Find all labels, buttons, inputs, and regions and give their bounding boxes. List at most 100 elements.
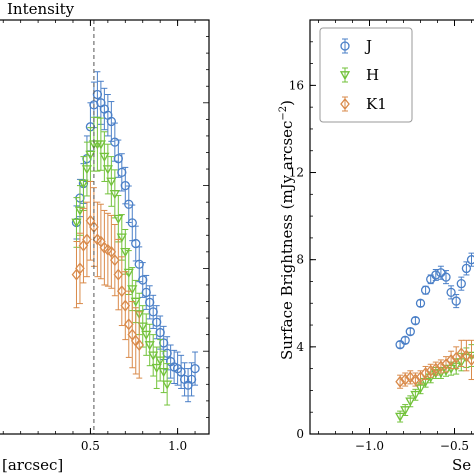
left-y-minor-ticks bbox=[203, 36, 209, 418]
right-data-point-k1 bbox=[456, 347, 467, 360]
right-data-point-k1 bbox=[466, 353, 474, 366]
right-y-tick-label: 12 bbox=[289, 166, 304, 180]
left-x-tick-label: 1.0 bbox=[168, 439, 187, 453]
left-data-point-j bbox=[159, 338, 169, 348]
left-data-point-h bbox=[106, 177, 117, 187]
right-data-point-k1 bbox=[430, 362, 441, 375]
right-y-tick-label: 0 bbox=[296, 427, 304, 441]
left-data-point-j bbox=[134, 259, 144, 269]
right-data-point-j bbox=[415, 298, 426, 308]
left-data-point-h bbox=[99, 152, 110, 162]
legend-label-h: H bbox=[366, 66, 379, 84]
right-y-tick-label: 8 bbox=[296, 253, 304, 267]
right-data-point-k1 bbox=[405, 371, 416, 384]
right-data-point-k1 bbox=[410, 373, 421, 386]
left-x-axis-label: [arcsec] bbox=[2, 456, 63, 474]
left-data-point-j bbox=[190, 363, 200, 374]
left-data-point-h bbox=[144, 341, 155, 351]
right-y-axis-label: Surface Brightness (mJy arcsec−2) bbox=[278, 100, 296, 360]
right-series-layer bbox=[394, 252, 474, 423]
left-data-point-h bbox=[81, 165, 93, 175]
left-data-point-h bbox=[71, 218, 82, 228]
right-data-point-j bbox=[420, 285, 431, 295]
left-data-point-j bbox=[117, 167, 127, 178]
left-plot-frame bbox=[0, 19, 210, 435]
left-x-ticks: 0.5 1.0 bbox=[2, 20, 196, 453]
right-data-point-j bbox=[446, 287, 456, 298]
left-data-point-h bbox=[85, 150, 96, 160]
right-x-axis-label: Se bbox=[452, 456, 471, 474]
left-data-point-k1 bbox=[113, 268, 124, 281]
legend: JH K1 bbox=[319, 27, 413, 123]
left-series-k1 bbox=[71, 180, 145, 379]
right-data-point-j bbox=[461, 263, 472, 274]
right-data-point-j bbox=[410, 316, 421, 326]
legend-marker-circle bbox=[340, 41, 350, 51]
left-data-point-j bbox=[124, 199, 134, 209]
right-x-ticks: −1.0 −0.5 bbox=[318, 20, 472, 453]
right-data-point-k1 bbox=[395, 375, 405, 388]
legend-entry-h: H bbox=[339, 66, 379, 84]
left-y-axis-label: Intensity bbox=[7, 0, 75, 18]
left-data-point-k1 bbox=[106, 245, 117, 258]
left-data-point-j bbox=[162, 348, 172, 358]
right-data-point-j bbox=[466, 255, 474, 265]
left-data-point-k1 bbox=[110, 254, 120, 267]
right-data-point-h bbox=[400, 406, 411, 416]
left-data-point-h bbox=[113, 214, 124, 225]
right-data-point-j bbox=[451, 296, 461, 306]
right-data-point-j bbox=[431, 270, 441, 280]
left-data-point-j bbox=[110, 137, 120, 147]
right-data-point-k1 bbox=[420, 366, 431, 380]
right-data-point-j bbox=[441, 272, 451, 282]
left-data-point-j bbox=[113, 154, 123, 164]
left-data-point-j bbox=[186, 374, 197, 385]
left-data-point-h bbox=[141, 330, 152, 340]
right-data-point-j bbox=[405, 326, 415, 337]
left-data-point-j bbox=[92, 89, 103, 100]
right-x-tick-label: −0.5 bbox=[440, 439, 469, 453]
right-data-point-k1 bbox=[400, 373, 411, 386]
legend-marker-triangle bbox=[339, 71, 351, 81]
right-data-point-k1 bbox=[446, 353, 456, 366]
right-y-axis-label-main: Surface Brightness (mJy arcsec bbox=[278, 121, 296, 360]
right-y-tick-label: 16 bbox=[289, 78, 304, 92]
right-data-point-h bbox=[410, 390, 421, 401]
left-data-point-k1 bbox=[123, 318, 134, 331]
left-data-point-h bbox=[102, 165, 113, 175]
left-panel: 0.5 1.0 Intensity [arcsec] bbox=[0, 0, 210, 474]
left-data-point-j bbox=[176, 367, 186, 377]
right-data-point-h bbox=[405, 397, 416, 407]
left-data-point-j bbox=[127, 218, 137, 228]
right-plot-frame bbox=[309, 19, 474, 435]
left-data-point-h bbox=[148, 351, 159, 361]
left-data-point-h bbox=[137, 322, 148, 332]
right-data-point-k1 bbox=[461, 349, 472, 362]
right-x-tick-label: −1.0 bbox=[355, 439, 384, 453]
right-series-j bbox=[395, 252, 474, 350]
legend-entry-k1: K1 bbox=[340, 95, 387, 113]
right-data-point-h bbox=[415, 384, 426, 394]
left-data-point-h bbox=[134, 310, 145, 320]
left-data-point-h bbox=[95, 140, 106, 150]
left-data-point-h bbox=[162, 380, 173, 390]
left-data-point-k1 bbox=[116, 285, 127, 298]
left-data-point-h bbox=[109, 190, 120, 200]
right-y-tick-label: 4 bbox=[296, 340, 304, 354]
right-data-point-h bbox=[394, 412, 406, 422]
right-y-axis-label-superscript: −2 bbox=[278, 106, 289, 121]
right-y-ticks: 0 4 8 12 16 bbox=[289, 19, 316, 441]
left-x-tick-label: 0.5 bbox=[81, 439, 100, 453]
legend-label-k1: K1 bbox=[366, 95, 387, 113]
legend-box bbox=[319, 27, 413, 123]
left-series-layer bbox=[71, 71, 200, 406]
left-data-point-j bbox=[106, 116, 116, 127]
left-data-point-k1 bbox=[134, 338, 145, 352]
right-data-point-j bbox=[400, 335, 410, 345]
left-data-point-k1 bbox=[120, 299, 131, 312]
left-data-point-h bbox=[120, 247, 131, 258]
left-data-point-h bbox=[127, 285, 138, 295]
left-data-point-k1 bbox=[82, 233, 92, 246]
legend-marker-diamond bbox=[340, 97, 350, 111]
left-data-point-j bbox=[141, 287, 151, 298]
